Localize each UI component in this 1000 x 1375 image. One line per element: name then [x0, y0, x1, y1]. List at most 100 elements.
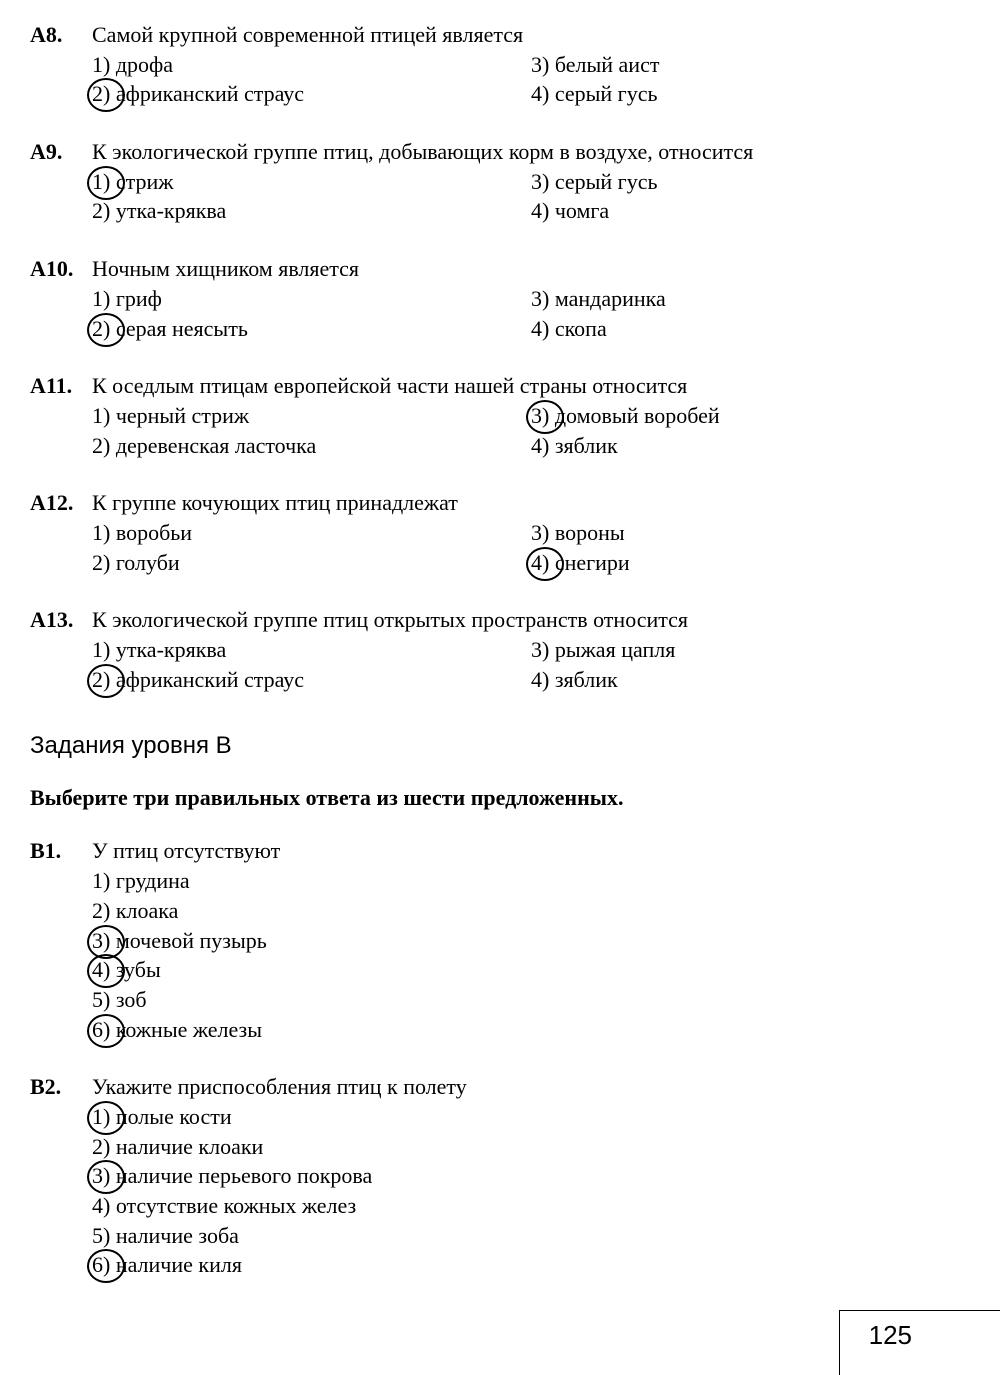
option: 1) грудина [92, 866, 970, 896]
option-text: домовый воробей [555, 403, 720, 428]
option-number: 4) [531, 550, 555, 575]
option: 3) мочевой пузырь [92, 926, 970, 956]
option-text: наличие перьевого покрова [116, 1163, 372, 1188]
option-text: зоб [116, 987, 147, 1012]
option-number: 3) [531, 169, 555, 194]
option-number: 3) [531, 403, 555, 428]
option-number: 2) [92, 1134, 116, 1159]
option-text: серый гусь [555, 169, 658, 194]
option-number: 2) [92, 898, 116, 923]
option: 1) черный стриж [92, 401, 531, 431]
option-number: 2) [92, 433, 116, 458]
option: 1) дрофа [92, 50, 531, 80]
option: 2) клоака [92, 896, 970, 926]
option: 4) снегири [531, 548, 970, 578]
option: 1) воробьи [92, 518, 531, 548]
option-text: африканский страус [116, 81, 304, 106]
question: A13.К экологической группе птиц открытых… [30, 605, 970, 694]
option: 3) наличие перьевого покрова [92, 1161, 970, 1191]
option-text: скопа [555, 316, 607, 341]
option-number: 4) [531, 316, 555, 341]
option-text: кожные железы [116, 1017, 262, 1042]
option: 4) зяблик [531, 665, 970, 695]
option: 2) серая неясыть [92, 314, 531, 344]
option-number: 3) [92, 1163, 116, 1188]
option-text: чомга [555, 198, 609, 223]
question: A9.К экологической группе птиц, добывающ… [30, 137, 970, 226]
option-number: 1) [92, 52, 116, 77]
option-text: дрофа [116, 52, 173, 77]
option-number: 3) [531, 286, 555, 311]
option-number: 3) [531, 520, 555, 545]
option-number: 1) [92, 403, 116, 428]
question: B1.У птиц отсутствуют1) грудина2) клоака… [30, 836, 970, 1044]
option-text: наличие зоба [116, 1223, 239, 1248]
question-text: Самой крупной современной птицей являетс… [92, 20, 970, 50]
question-number: A11. [30, 371, 92, 401]
option: 6) кожные железы [92, 1015, 970, 1045]
option: 3) мандаринка [531, 284, 970, 314]
option-number: 5) [92, 987, 116, 1012]
option-number: 2) [92, 316, 116, 341]
option-text: мочевой пузырь [116, 928, 267, 953]
option: 2) африканский страус [92, 79, 531, 109]
option-number: 1) [92, 1104, 116, 1129]
option-number: 3) [92, 928, 116, 953]
question-number: A13. [30, 605, 92, 635]
question-text: К группе кочующих птиц принадлежат [92, 488, 970, 518]
question-number: B1. [30, 836, 92, 866]
option-text: вороны [555, 520, 625, 545]
question-text: Укажите приспособления птиц к полету [92, 1072, 970, 1102]
option: 4) чомга [531, 196, 970, 226]
option-text: утка-кряква [116, 198, 226, 223]
option: 5) зоб [92, 985, 970, 1015]
option-text: снегири [555, 550, 630, 575]
option-number: 1) [92, 286, 116, 311]
option-text: утка-кряква [116, 637, 226, 662]
section-title: Задания уровня В [30, 730, 970, 762]
question-text: К экологической группе птиц, добывающих … [92, 137, 970, 167]
option: 1) утка-кряква [92, 635, 531, 665]
option-text: серая неясыть [116, 316, 248, 341]
option: 2) африканский страус [92, 665, 531, 695]
page-number: 125 [839, 1310, 930, 1355]
page-content: A8.Самой крупной современной птицей явля… [30, 20, 970, 1355]
option-text: воробьи [116, 520, 192, 545]
option-number: 4) [531, 198, 555, 223]
option-number: 3) [531, 637, 555, 662]
option: 3) вороны [531, 518, 970, 548]
option-text: гриф [116, 286, 162, 311]
option-number: 1) [92, 868, 116, 893]
question-number: A8. [30, 20, 92, 50]
option: 5) наличие зоба [92, 1221, 970, 1251]
question-text: У птиц отсутствуют [92, 836, 970, 866]
option-text: клоака [116, 898, 179, 923]
option-text: зяблик [555, 433, 618, 458]
option-number: 4) [531, 81, 555, 106]
option-number: 1) [92, 169, 116, 194]
question-text: Ночным хищником является [92, 254, 970, 284]
option: 1) полые кости [92, 1102, 970, 1132]
option: 2) деревенская ласточка [92, 431, 531, 461]
option-text: деревенская ласточка [116, 433, 316, 458]
option-number: 2) [92, 667, 116, 692]
option-number: 4) [92, 1193, 116, 1218]
question-number: A9. [30, 137, 92, 167]
question-number: B2. [30, 1072, 92, 1102]
option: 4) серый гусь [531, 79, 970, 109]
option-text: наличие киля [116, 1252, 242, 1277]
option: 3) рыжая цапля [531, 635, 970, 665]
option-text: белый аист [555, 52, 660, 77]
question: A12.К группе кочующих птиц принадлежат1)… [30, 488, 970, 577]
option: 1) стриж [92, 167, 531, 197]
option-number: 4) [92, 957, 116, 982]
option-number: 1) [92, 520, 116, 545]
option-text: наличие клоаки [116, 1134, 263, 1159]
option: 2) наличие клоаки [92, 1132, 970, 1162]
option: 4) отсутствие кожных желез [92, 1191, 970, 1221]
option: 2) утка-кряква [92, 196, 531, 226]
option-text: африканский страус [116, 667, 304, 692]
question: A11.К оседлым птицам европейской части н… [30, 371, 970, 460]
option-number: 3) [531, 52, 555, 77]
question: A10.Ночным хищником является1) гриф2) се… [30, 254, 970, 343]
